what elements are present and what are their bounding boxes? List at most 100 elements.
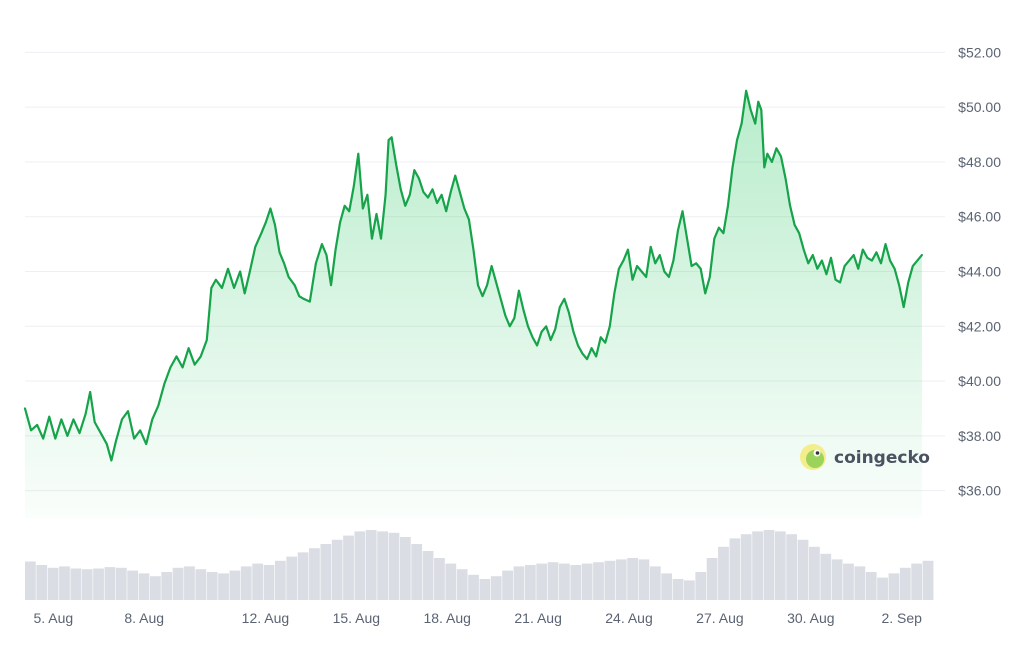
x-tick-label: 12. Aug [242,610,290,626]
x-tick-label: 8. Aug [124,610,164,626]
volume-bar [627,558,638,600]
volume-bar [422,551,434,600]
volume-bar [559,563,570,600]
volume-bar [297,552,309,600]
volume-bars [25,530,934,600]
volume-bar [47,567,59,600]
volume-bar [93,568,104,600]
y-tick-label: $44.00 [958,264,1001,280]
volume-bar [184,566,195,600]
volume-bar [524,565,536,600]
volume-bar [399,537,411,600]
volume-bar [570,565,582,600]
y-tick-label: $52.00 [958,44,1001,60]
volume-bar [138,573,150,600]
price-area [25,90,922,518]
volume-bar [786,534,798,600]
x-tick-label: 15. Aug [333,610,381,626]
volume-bar [104,567,116,600]
volume-bar [36,565,48,600]
volume-bar [320,544,332,600]
volume-bar [911,563,923,600]
volume-bar [206,572,218,600]
volume-bar [774,531,786,600]
volume-bar [752,531,763,600]
volume-bar [922,560,934,600]
volume-bar [149,576,161,600]
volume-bar [615,559,627,600]
gecko-logo-icon [800,444,826,470]
volume-bar [740,534,752,600]
volume-bar [820,553,832,600]
volume-bar [195,569,207,600]
volume-bar [411,544,423,600]
volume-bar [581,563,593,600]
volume-bar [547,562,559,600]
volume-bar [25,561,36,600]
volume-bar [729,538,741,600]
volume-bar [809,546,820,600]
volume-bar [286,556,298,600]
volume-bar [59,566,70,600]
volume-bar [115,567,127,600]
volume-bar [672,579,684,600]
volume-bar [172,567,184,600]
y-tick-label: $46.00 [958,209,1001,225]
volume-bar [388,532,400,600]
volume-bar [661,573,673,600]
volume-bar [479,579,491,600]
y-tick-label: $36.00 [958,483,1001,499]
volume-bar [309,548,320,600]
price-line [23,89,923,462]
volume-bar [445,563,457,600]
x-axis: 5. Aug 8. Aug 12. Aug 15. Aug 18. Aug 21. Aug… [33,610,922,626]
x-tick-label: 24. Aug [605,610,653,626]
y-axis: $36.00 $38.00 $40.00 $42.00 $44.00 $46.00 $48.… [958,44,1001,498]
x-tick-label: 5. Aug [33,610,73,626]
volume-bar [456,569,468,600]
volume-bar [831,559,843,600]
volume-bar [684,580,695,600]
volume-bar [706,558,718,600]
volume-bar [854,566,866,600]
volume-bar [797,539,809,600]
y-tick-label: $40.00 [958,373,1001,389]
volume-bar [274,560,286,600]
volume-bar [343,535,354,600]
y-tick-label: $38.00 [958,428,1001,444]
x-tick-label: 2. Sep [881,610,922,626]
volume-bar [638,559,650,600]
volume-bar [127,570,139,600]
volume-bar [365,530,377,600]
volume-bar [695,572,707,600]
volume-bar [468,574,479,600]
price-area-fill [25,90,922,518]
volume-bar [354,531,366,600]
volume-bar [877,577,888,600]
volume-bar [240,566,252,600]
volume-bar [843,563,854,600]
x-tick-label: 30. Aug [787,610,835,626]
volume-bar [81,569,93,600]
volume-bar [490,576,502,600]
volume-bar [513,566,525,600]
x-tick-label: 18. Aug [423,610,471,626]
y-tick-label: $48.00 [958,154,1001,170]
watermark-text: coingecko [834,448,930,468]
volume-bar [252,563,264,600]
volume-bar [502,570,513,600]
volume-bar [763,530,775,600]
coingecko-watermark: coingecko [800,444,930,470]
volume-bar [331,539,343,600]
volume-bar [649,566,661,600]
volume-bar [218,573,229,600]
price-line-path [23,89,923,462]
volume-bar [899,567,911,600]
volume-bar [718,546,729,600]
volume-bar [377,531,388,600]
volume-bar [604,560,616,600]
volume-bar [161,572,173,600]
volume-bar [593,562,604,600]
